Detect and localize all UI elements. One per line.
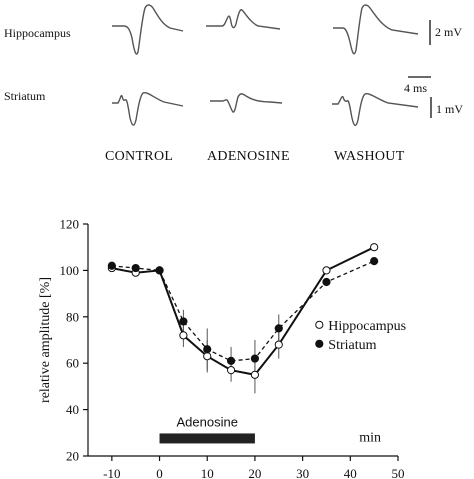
point-striatum	[370, 257, 379, 266]
x-tick-label: 0	[156, 466, 163, 479]
row-label-striatum: Striatum	[4, 89, 46, 103]
trace-striatum-washout	[332, 92, 419, 127]
point-striatum	[107, 261, 116, 270]
adenosine-bar-label: Adenosine	[177, 414, 238, 429]
legend-label-striatum: Striatum	[328, 338, 376, 353]
scalebar-4ms-label: 4 ms	[404, 81, 427, 95]
y-tick-label: 120	[60, 217, 80, 232]
condition-label-adenosine: ADENOSINE	[207, 149, 290, 164]
legend: Hippocampus Striatum	[315, 319, 406, 353]
data-points	[107, 243, 379, 379]
x-tick-label: 40	[344, 466, 357, 479]
legend-label-hippocampus: Hippocampus	[328, 319, 406, 334]
point-hippocampus	[322, 266, 331, 275]
scalebar-2mv-label: 2 mV	[435, 25, 462, 39]
traces-panel: Hippocampus Striatum 2 mV 4 ms 1 mV CONT…	[4, 4, 463, 164]
point-hippocampus	[370, 243, 379, 252]
x-tick-label: -10	[103, 466, 120, 479]
condition-label-control: CONTROL	[105, 149, 173, 164]
y-tick-label: 40	[66, 402, 79, 417]
point-striatum	[155, 266, 164, 275]
time-course-chart: 20 40 60 80 100 120 -10 0 10 20 30 40 50 relative amp…	[38, 217, 406, 479]
series-line-striatum	[111, 260, 375, 362]
point-striatum	[179, 317, 188, 326]
point-striatum	[131, 263, 140, 273]
row-label-hippocampus: Hippocampus	[4, 26, 71, 40]
condition-label-washout: WASHOUT	[334, 149, 405, 164]
point-hippocampus	[179, 331, 188, 340]
trace-hippocampus-control	[112, 4, 184, 55]
x-tick-label: 30	[296, 466, 309, 479]
series-line-hippocampus	[111, 246, 375, 376]
point-hippocampus	[274, 340, 283, 349]
point-striatum	[226, 356, 236, 365]
chart-axes: 20 40 60 80 100 120 -10 0 10 20 30 40 50 relative amp…	[38, 217, 405, 479]
trace-striatum-control	[112, 91, 184, 126]
adenosine-application: Adenosine	[159, 414, 255, 444]
x-tick-label: 20	[248, 466, 261, 479]
trace-striatum-adenosine	[210, 93, 283, 113]
x-unit-label: min	[359, 430, 381, 445]
point-hippocampus	[250, 370, 260, 379]
point-striatum	[322, 277, 331, 287]
trace-hippocampus-adenosine	[206, 8, 281, 30]
legend-marker-striatum	[315, 339, 324, 348]
point-striatum	[203, 345, 212, 354]
point-hippocampus	[226, 366, 236, 375]
series-lines	[111, 246, 375, 376]
error-bars	[182, 309, 280, 394]
legend-marker-hippocampus	[315, 320, 324, 329]
scalebar-1mv-label: 1 mV	[436, 102, 463, 116]
x-tick-label: 50	[392, 466, 405, 479]
adenosine-bar	[159, 433, 255, 444]
point-hippocampus	[203, 352, 212, 361]
y-tick-label: 80	[66, 309, 79, 324]
trace-hippocampus-washout	[333, 4, 419, 55]
x-tick-label: 10	[201, 466, 214, 479]
y-tick-label: 100	[60, 263, 80, 278]
y-tick-label: 60	[66, 356, 79, 371]
y-axis-label: relative amplitude [%]	[38, 277, 53, 403]
y-tick-label: 20	[66, 449, 79, 464]
point-striatum	[250, 354, 260, 363]
point-striatum	[274, 324, 283, 333]
